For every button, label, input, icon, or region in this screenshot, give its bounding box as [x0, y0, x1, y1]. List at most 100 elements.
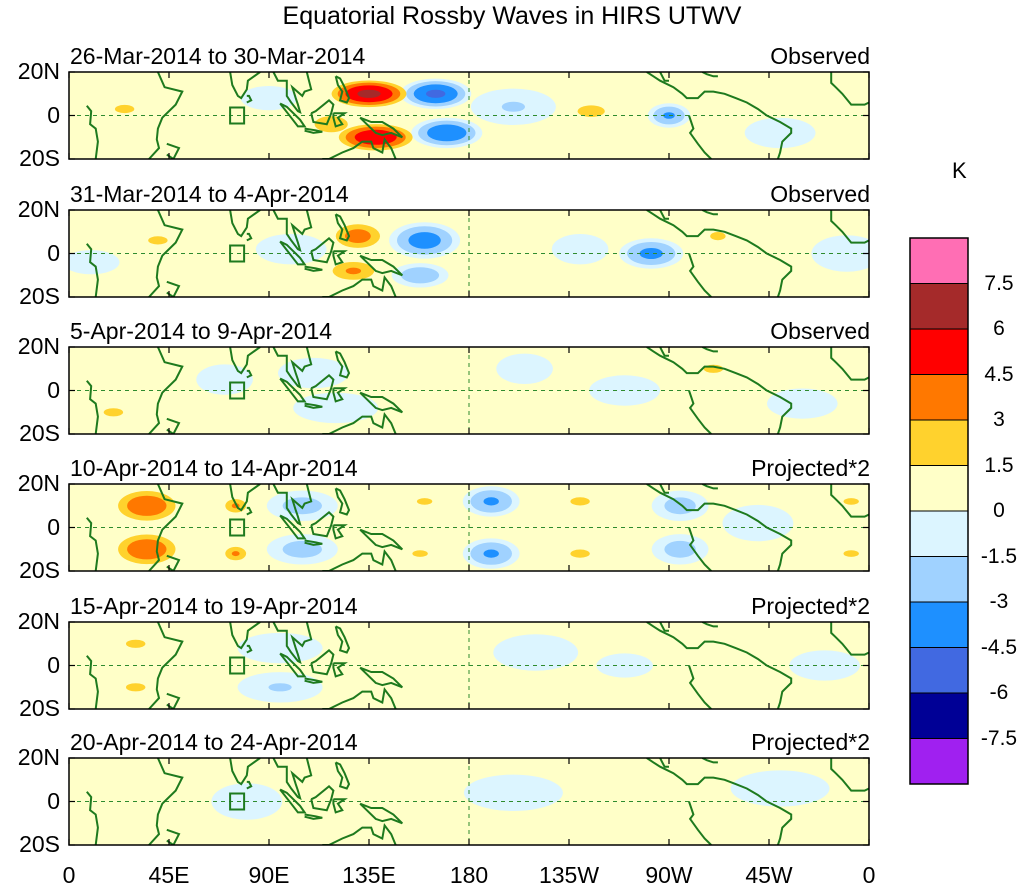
coastline — [322, 686, 397, 709]
y-tick-label: 0 — [47, 239, 60, 266]
coastline — [148, 758, 184, 845]
y-tick-label: 20N — [17, 608, 60, 634]
coastline — [279, 102, 307, 128]
colorbar-tick-label: -4.5 — [980, 635, 1018, 659]
coastline — [304, 402, 323, 409]
coastline — [166, 142, 181, 159]
coastline — [229, 210, 261, 238]
coastline — [304, 539, 323, 546]
y-tick-label: 20N — [17, 470, 60, 496]
coastline — [310, 98, 335, 126]
coastline — [830, 347, 869, 381]
anomaly-contour — [282, 540, 322, 558]
coastline — [86, 380, 99, 434]
coastline — [659, 72, 669, 82]
anomaly-contour — [843, 550, 859, 557]
anomaly-contour — [127, 495, 167, 516]
colorbar-tick-label: 6 — [993, 317, 1005, 340]
coastline — [830, 758, 869, 792]
y-tick-label: 20N — [17, 58, 60, 84]
anomaly-contour — [231, 551, 240, 557]
coastline — [334, 213, 351, 242]
coastline — [166, 554, 181, 571]
coastline — [86, 655, 99, 709]
coastline — [332, 524, 348, 540]
coastline — [229, 72, 261, 100]
anomaly-contour — [357, 89, 381, 98]
anomaly-contour — [710, 232, 726, 241]
coastline — [272, 622, 313, 665]
colorbar-swatch — [909, 510, 969, 557]
anomaly-contour — [114, 104, 135, 114]
colorbar-unit-label: K — [952, 158, 967, 183]
anomaly-contour — [570, 497, 590, 506]
coastline — [272, 72, 313, 115]
anomaly-contour — [493, 634, 579, 671]
reference-box — [229, 656, 246, 675]
panel-6 — [68, 757, 870, 846]
coastline — [332, 250, 348, 266]
coastline — [246, 780, 253, 790]
colorbar-swatch — [909, 283, 969, 330]
reference-box — [229, 792, 246, 811]
y-tick-label: 20S — [19, 695, 60, 721]
coastline — [148, 484, 184, 571]
coastline — [246, 506, 253, 516]
colorbar-swatch — [909, 419, 969, 466]
colorbar-tick-label: 0 — [993, 499, 1005, 522]
coastline — [322, 822, 397, 845]
coastline — [322, 411, 397, 434]
panel-5 — [68, 621, 870, 710]
anomaly-contour — [408, 232, 441, 249]
anomaly-contour — [237, 632, 323, 664]
anomaly-contour — [126, 639, 146, 648]
coastline — [701, 622, 718, 628]
anomaly-contour — [664, 497, 696, 515]
colorbar-swatch — [909, 374, 969, 421]
anomaly-contour — [483, 549, 499, 558]
coastline — [659, 347, 669, 357]
panel-date-range: 10-Apr-2014 to 14-Apr-2014 — [70, 455, 358, 481]
coastline — [334, 75, 351, 104]
coastline — [279, 514, 307, 540]
coastline — [688, 390, 712, 434]
colorbar-swatch — [909, 601, 969, 648]
colorbar-swatch — [909, 692, 969, 739]
panel-3 — [68, 346, 870, 435]
coastline — [246, 369, 253, 379]
coastline — [322, 136, 397, 159]
colorbar-tick-label: -3 — [989, 590, 1009, 613]
coastline — [304, 677, 323, 684]
colorbar-tick-label: 3 — [993, 408, 1005, 431]
anomaly-contour — [570, 549, 590, 558]
coastline — [646, 758, 793, 845]
reference-box — [229, 381, 246, 400]
anomaly-contour — [664, 540, 696, 558]
coastline — [659, 622, 669, 632]
panel-2 — [68, 209, 870, 298]
colorbar-swatch — [909, 647, 969, 694]
coastline — [334, 761, 351, 790]
coastline — [659, 210, 669, 220]
panel-type-label: Observed — [770, 318, 870, 344]
colorbar-swatch — [909, 556, 969, 603]
coastline — [86, 791, 99, 845]
coastline — [334, 350, 351, 379]
anomaly-contour — [293, 392, 379, 424]
anomaly-contour — [345, 229, 371, 244]
coastline — [310, 784, 335, 812]
panel-type-label: Observed — [770, 181, 870, 207]
coastline — [359, 116, 403, 139]
colorbar-swatch — [909, 738, 969, 785]
coastline — [310, 510, 335, 538]
x-tick-label: 90E — [248, 862, 290, 888]
coastline — [359, 666, 404, 689]
coastline — [304, 127, 323, 134]
coastline — [646, 347, 793, 434]
y-tick-label: 20S — [19, 283, 60, 309]
coastline — [304, 813, 323, 820]
coastline — [304, 265, 323, 272]
coastline — [830, 72, 869, 106]
colorbar-swatch — [909, 328, 969, 375]
colorbar-frame — [909, 237, 969, 785]
